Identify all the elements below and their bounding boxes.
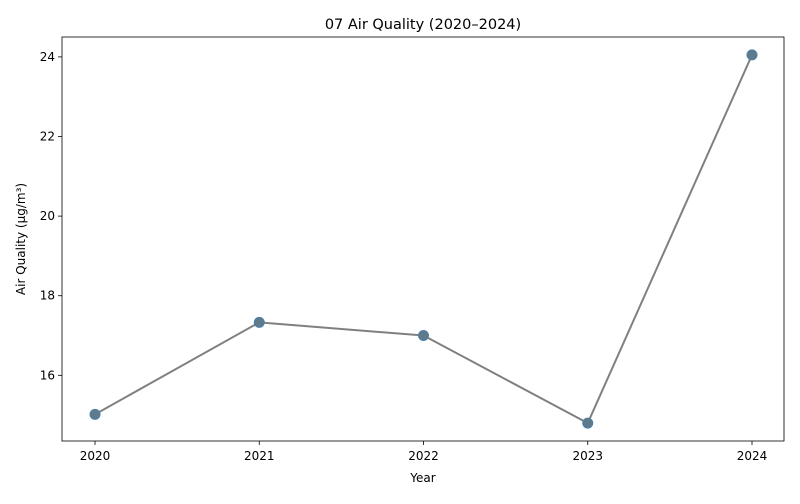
x-tick-label: 2020 bbox=[80, 449, 111, 463]
data-point bbox=[253, 316, 265, 328]
y-axis-label: Air Quality (µg/m³) bbox=[14, 183, 28, 295]
y-tick-label: 22 bbox=[40, 130, 55, 144]
y-tick-label: 24 bbox=[40, 50, 55, 64]
chart-title: 07 Air Quality (2020–2024) bbox=[325, 17, 521, 33]
x-axis-label: Year bbox=[409, 471, 435, 485]
data-point bbox=[746, 49, 758, 61]
x-tick-label: 2024 bbox=[737, 449, 768, 463]
data-point bbox=[582, 417, 594, 429]
data-point bbox=[89, 408, 101, 420]
x-tick-label: 2022 bbox=[408, 449, 439, 463]
x-axis: 2020 2021 2022 2023 2024 bbox=[80, 441, 768, 463]
y-tick-label: 16 bbox=[40, 368, 55, 382]
series-layer bbox=[89, 49, 758, 429]
data-point bbox=[418, 330, 429, 342]
plot-area-frame bbox=[61, 36, 785, 442]
series-line bbox=[94, 54, 753, 425]
x-tick-label: 2023 bbox=[572, 449, 603, 463]
x-tick-label: 2021 bbox=[244, 449, 275, 463]
y-tick-label: 20 bbox=[40, 209, 55, 223]
y-axis: 16 18 20 22 24 bbox=[40, 50, 62, 382]
y-tick-label: 18 bbox=[40, 289, 55, 303]
